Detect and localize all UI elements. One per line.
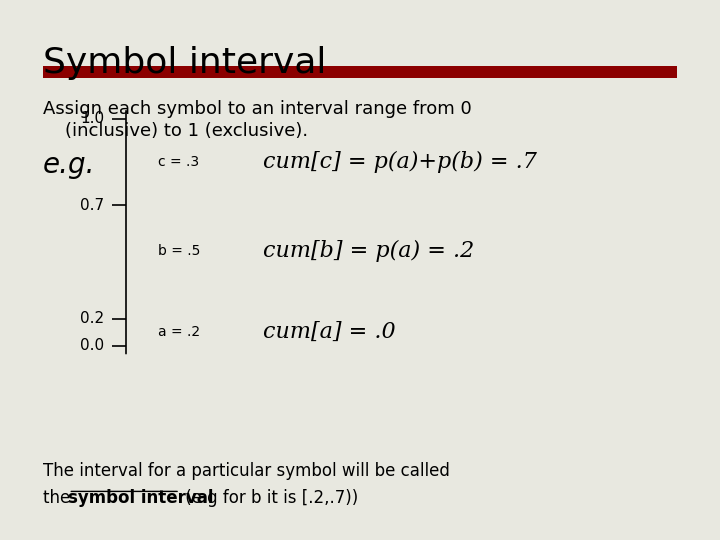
Text: (e.g for b it is [.2,.7)): (e.g for b it is [.2,.7)) (180, 489, 359, 507)
Text: b = .5: b = .5 (158, 244, 201, 258)
Text: 0.2: 0.2 (80, 311, 104, 326)
Text: Symbol interval: Symbol interval (43, 46, 327, 80)
Text: The interval for a particular symbol will be called: The interval for a particular symbol wil… (43, 462, 450, 480)
Text: cum[a] = .0: cum[a] = .0 (263, 321, 395, 343)
Text: c = .3: c = .3 (158, 155, 199, 169)
Text: e.g.: e.g. (43, 151, 96, 179)
Text: the: the (43, 489, 76, 507)
Text: (inclusive) to 1 (exclusive).: (inclusive) to 1 (exclusive). (65, 122, 308, 139)
Text: 0.0: 0.0 (80, 338, 104, 353)
Text: cum[c] = p(a)+p(b) = .7: cum[c] = p(a)+p(b) = .7 (263, 151, 536, 173)
Text: 1.0: 1.0 (80, 111, 104, 126)
Text: symbol interval: symbol interval (68, 489, 214, 507)
Text: a = .2: a = .2 (158, 325, 201, 339)
FancyBboxPatch shape (43, 66, 677, 78)
Text: 0.7: 0.7 (80, 198, 104, 213)
Text: Assign each symbol to an interval range from 0: Assign each symbol to an interval range … (43, 100, 472, 118)
Text: cum[b] = p(a) = .2: cum[b] = p(a) = .2 (263, 240, 474, 262)
